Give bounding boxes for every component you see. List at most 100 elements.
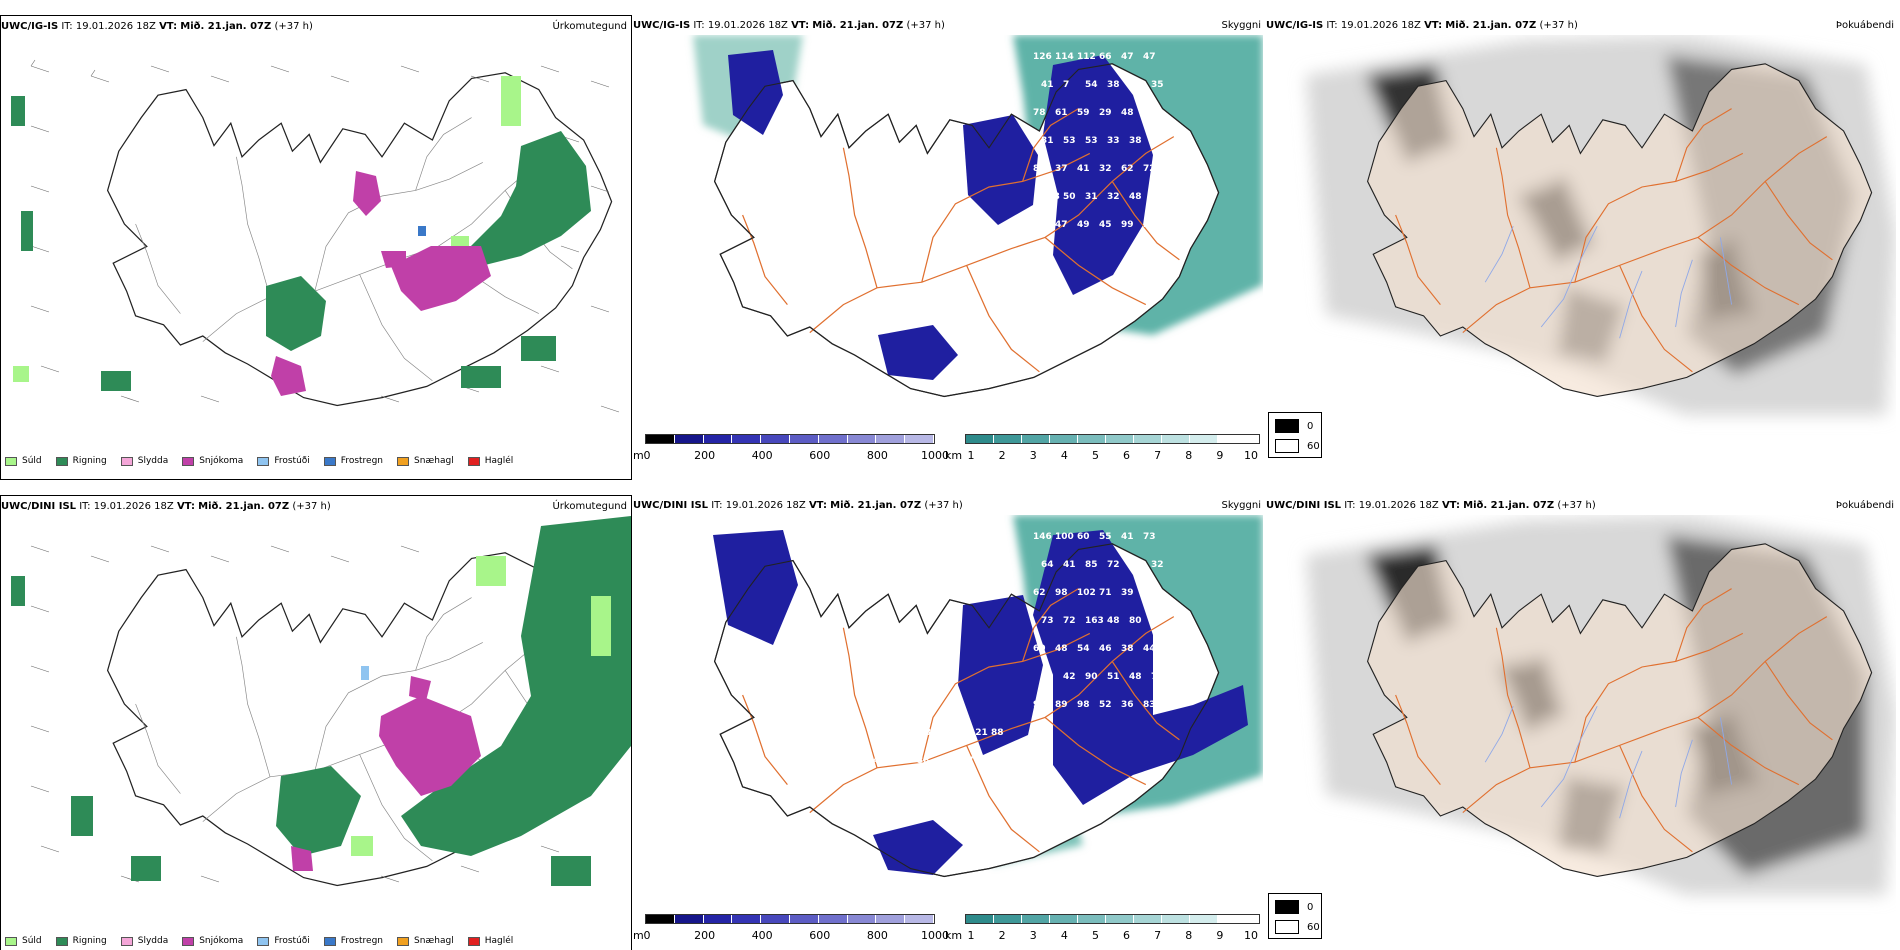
visibility-labels: 126 114 112 66 47 47 41 7 54 38 55 35 78 61 59 29 48 55 31…	[1033, 52, 1164, 230]
visibility-value-label: 73	[1041, 616, 1054, 626]
legend-label: Slydda	[137, 936, 169, 946]
colorbar-cell	[1218, 435, 1246, 443]
fog-white-label: 60	[1307, 440, 1320, 452]
visibility-value-label: 36	[1121, 700, 1134, 710]
visibility-value-label: 126	[881, 728, 900, 738]
legend-label: Haglél	[484, 936, 514, 946]
colorbar-tick: 1	[967, 929, 975, 942]
wind-barbs	[30, 59, 620, 413]
visibility-value-label: 19	[1033, 220, 1046, 230]
visibility-value-label: 112	[1077, 52, 1096, 62]
legend-swatch	[323, 936, 336, 946]
legend-item: Frostúði	[257, 936, 310, 946]
colorbar-tick: 7	[1154, 929, 1162, 942]
legend-swatch	[182, 456, 195, 466]
colorbar-tick: 3	[1029, 929, 1037, 942]
visibility-value-label: 28	[947, 784, 960, 794]
vt-value: Mið. 21.jan. 07Z	[812, 20, 904, 31]
visibility-value-label: 27	[1143, 220, 1156, 230]
ceiling-colorbar: m 0 200 400 600 800 1000	[633, 433, 949, 467]
visibility-value-label: 37	[1055, 164, 1068, 174]
visibility-value-label: 83	[1143, 700, 1156, 710]
fog-black-swatch	[1275, 419, 1299, 433]
precip-rain-areas	[11, 96, 591, 391]
colorbar-cell	[847, 435, 877, 443]
visibility-value-label: 7	[1063, 80, 1069, 90]
visibility-value-label: 53	[1063, 136, 1076, 146]
visibility-value-label: 26	[1151, 192, 1164, 202]
visibility-value-label: 60	[1033, 644, 1046, 654]
colorbar-cell	[994, 435, 1022, 443]
precip-panel-top: UWC/IG-IS IT: 19.01.2026 18Z VT: Mið. 21…	[0, 15, 632, 480]
product-title: Úrkomutegund	[552, 21, 627, 32]
legend-swatch	[257, 456, 270, 466]
precip-legend: Súld Rigning Slydda Snjókoma Frostúði Frostre…	[5, 931, 527, 950]
legend-swatch	[397, 936, 410, 946]
legend-item: Snjókoma	[182, 456, 243, 466]
visibility-value-label: 133	[903, 784, 922, 794]
legend-swatch	[257, 936, 270, 946]
colorbar-tick: 1000	[921, 449, 949, 462]
visibility-value-label: 38	[917, 756, 930, 766]
visibility-value-label: 48	[1121, 108, 1134, 118]
fog-index-key: 0 60	[1268, 412, 1322, 458]
visibility-value-label: 41	[1041, 80, 1054, 90]
visibility-value-label: 72	[1063, 616, 1076, 626]
colorbar-tick: 2	[998, 449, 1006, 462]
colorbar-tick: 800	[866, 929, 888, 942]
visibility-value-label: 34	[1129, 560, 1142, 570]
colorbar-cell	[732, 435, 762, 443]
legend-item: Snæhagl	[397, 936, 454, 946]
visibility-value-label: 32	[1107, 192, 1120, 202]
vt-value: Mið. 21.jan. 07Z	[830, 500, 922, 511]
lead-time: (+37 h)	[906, 20, 945, 31]
legend-item: Slydda	[120, 936, 169, 946]
visibility-value-label: 41	[1063, 560, 1076, 570]
precip-panel-bottom: UWC/DINI ISL IT: 19.01.2026 18Z VT: Mið.…	[0, 495, 632, 950]
colorbar-cell	[966, 435, 994, 443]
visibility-value-label: 45	[1099, 220, 1112, 230]
colorbar-cell	[1078, 435, 1106, 443]
visibility-value-label: 51	[1107, 672, 1120, 682]
colorbar-tick: 8	[1185, 929, 1193, 942]
colorbar-cell	[905, 915, 934, 923]
panel-header: UWC/DINI ISL IT: 19.01.2026 18Z VT: Mið.…	[1, 499, 631, 515]
visibility-value-label: 115	[947, 728, 966, 738]
fog-black-swatch	[1275, 900, 1299, 914]
lead-time: (+37 h)	[292, 501, 331, 512]
colorbar-cell	[1050, 915, 1078, 923]
visibility-unit: km	[945, 929, 963, 942]
visibility-strip	[965, 914, 1260, 924]
colorbar-cell	[646, 915, 675, 923]
visibility-value-label: 90	[1033, 700, 1046, 710]
panel-header: UWC/DINI ISL IT: 19.01.2026 18Z VT: Mið.…	[1266, 498, 1898, 514]
legend-swatch	[182, 936, 195, 946]
colorbar-cell	[905, 435, 934, 443]
colorbar-tick: 10	[1244, 929, 1258, 942]
visibility-value-label: 66	[1099, 52, 1112, 62]
visibility-value-label: 126	[1033, 52, 1052, 62]
product-title: Þokuábendi	[1835, 20, 1894, 31]
visibility-value-label: 146	[1033, 532, 1052, 542]
colorbar-tick: 9	[1216, 449, 1224, 462]
model-name: UWC/DINI ISL	[1, 501, 77, 512]
panel-header: UWC/IG-IS IT: 19.01.2026 18Z VT: Mið. 21…	[633, 18, 1265, 34]
visibility-ceiling-map: 126 114 112 66 47 47 41 7 54 38 55 35 78 61 59 29 48 55 31…	[693, 35, 1263, 398]
visibility-value-label: 31	[1041, 136, 1054, 146]
visibility-value-label: 47	[1121, 52, 1134, 62]
colorbar-cell	[818, 435, 848, 443]
visibility-value-label: 99	[1121, 220, 1134, 230]
it-label: IT:	[79, 501, 91, 512]
visibility-unit: km	[945, 449, 963, 462]
colorbar-tick: 5	[1091, 929, 1099, 942]
colorbar-cell	[966, 915, 994, 923]
vt-label: VT:	[159, 21, 178, 32]
wind-barbs	[30, 545, 560, 883]
colorbar-tick: 600	[809, 929, 831, 942]
colorbar-cell	[789, 915, 819, 923]
colorbar-cell	[703, 915, 733, 923]
visibility-value-label: 30	[925, 728, 938, 738]
visibility-value-label: 100	[1055, 532, 1074, 542]
colorbar-cell	[674, 435, 704, 443]
lead-time: (+37 h)	[274, 21, 313, 32]
